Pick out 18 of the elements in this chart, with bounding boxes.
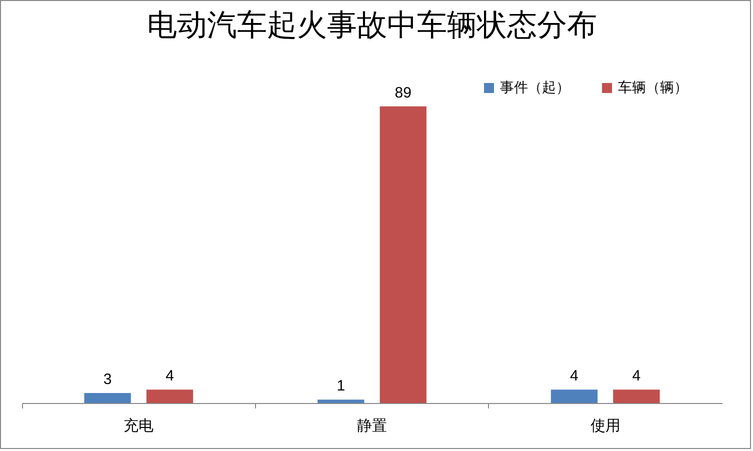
data-label: 1 [336, 378, 346, 395]
data-label: 89 [394, 84, 412, 102]
legend-label: 事件（起） [500, 79, 570, 95]
x-tick-label: 静置 [357, 418, 387, 434]
chart-title: 电动汽车起火事故中车辆状态分布 [147, 9, 597, 42]
bar [318, 400, 364, 403]
x-tick-label: 充电 [124, 418, 154, 434]
legend-label: 车辆（辆） [618, 79, 688, 95]
bar [146, 390, 194, 403]
bar [380, 106, 426, 403]
data-label: 4 [632, 368, 641, 385]
bar [84, 393, 131, 403]
data-label: 4 [570, 368, 578, 385]
data-label: 4 [166, 368, 174, 385]
data-label: 3 [103, 371, 112, 388]
bar [613, 390, 660, 403]
x-tick-label: 使用 [590, 418, 620, 434]
bar [550, 390, 598, 403]
